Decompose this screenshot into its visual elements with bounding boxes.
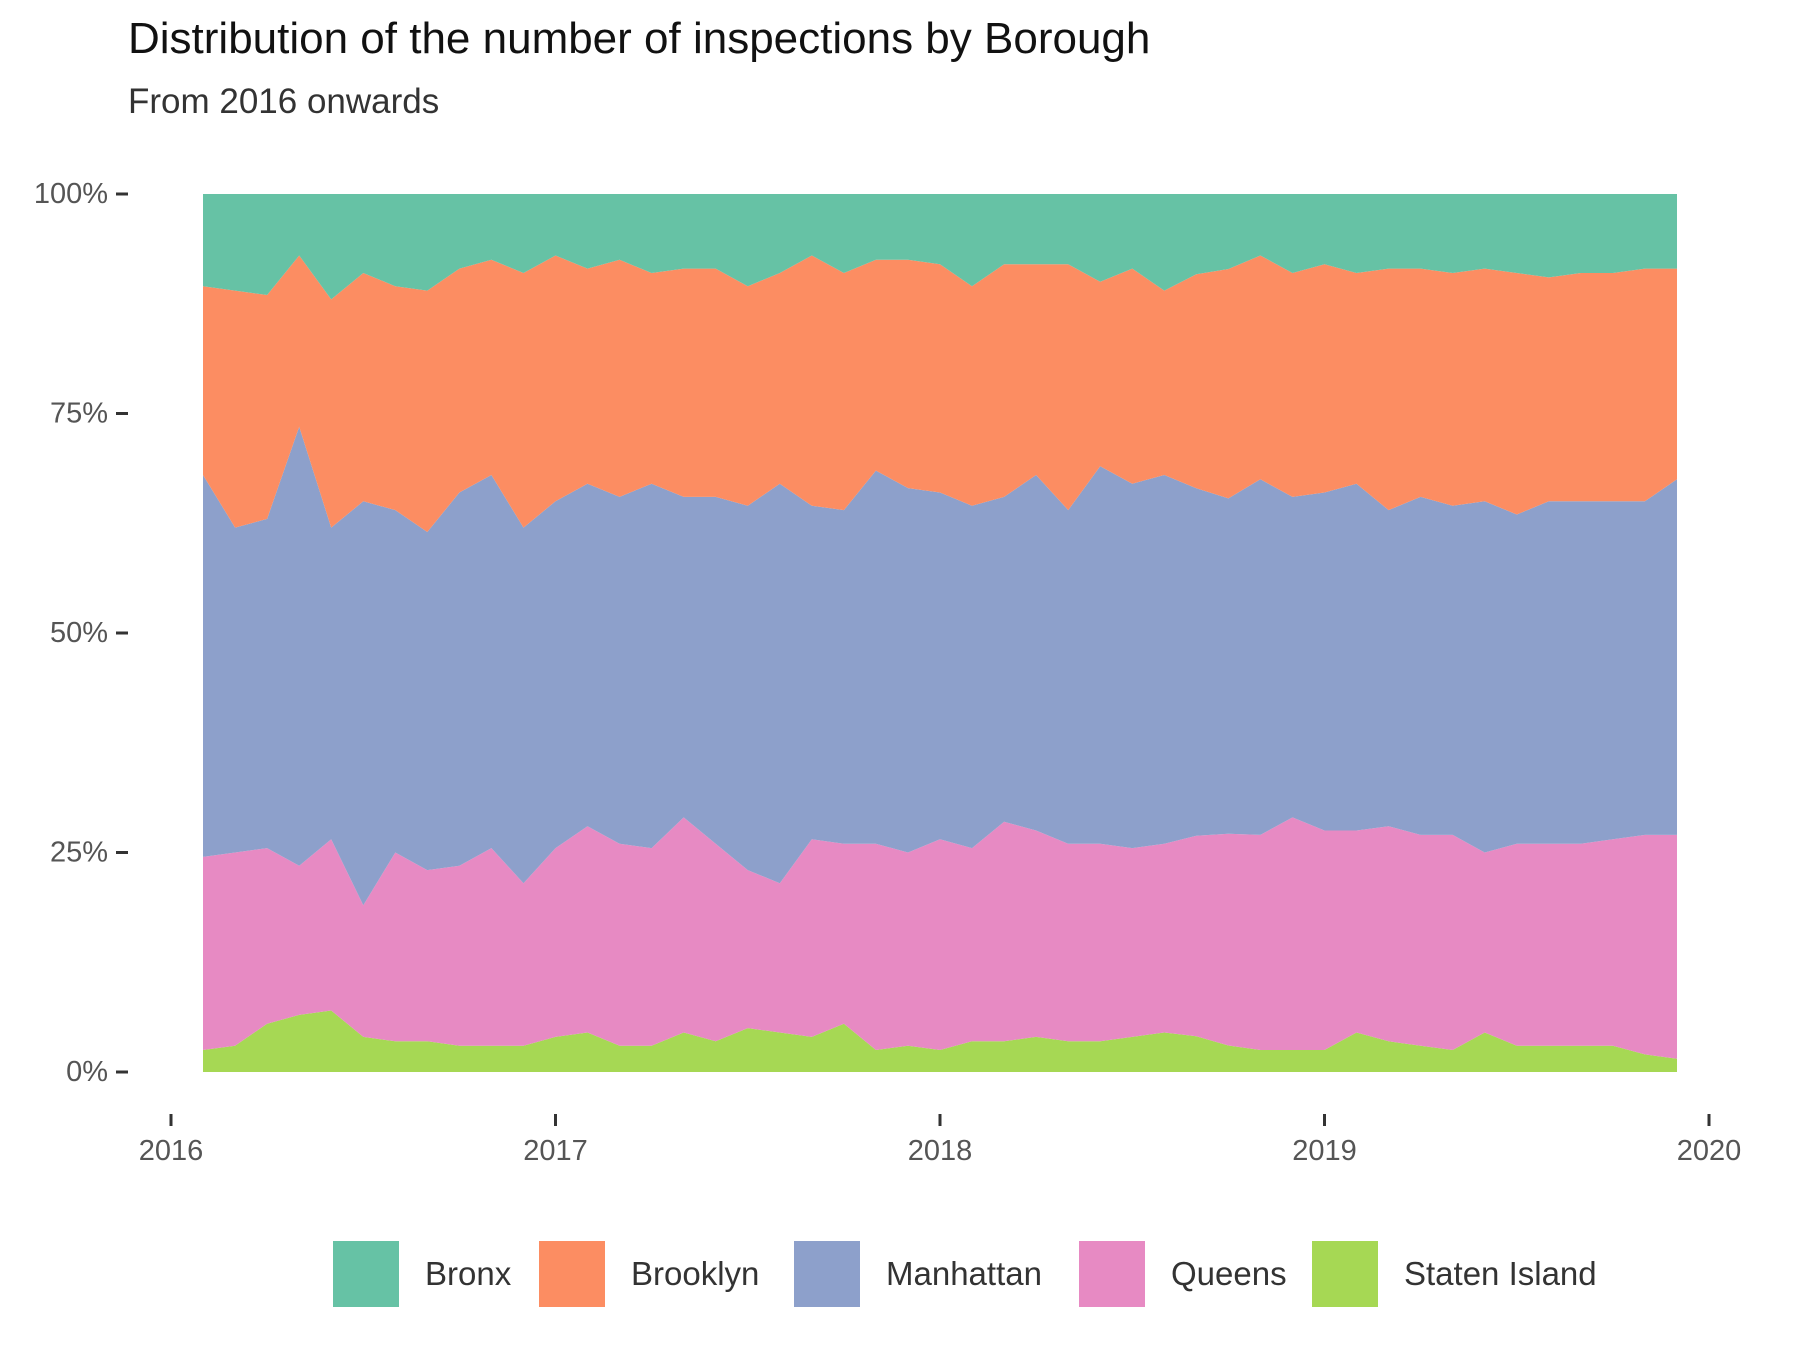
legend-label-brooklyn: Brooklyn — [631, 1255, 760, 1292]
x-tick-label: 2017 — [523, 1135, 588, 1167]
legend: Bronx Brooklyn Manhattan Queens Staten I… — [0, 1240, 1800, 1310]
area-brooklyn — [203, 255, 1677, 532]
area-queens — [203, 817, 1677, 1059]
y-tick-label: 50% — [50, 617, 108, 649]
x-tick-label: 2018 — [908, 1135, 973, 1167]
x-axis: 2016 2017 2018 2019 2020 — [139, 1114, 1742, 1167]
y-tick-label: 75% — [50, 398, 108, 430]
legend-key-brooklyn — [539, 1241, 605, 1307]
legend-item-bronx: Bronx — [333, 1240, 511, 1308]
legend-key-bronx — [333, 1241, 399, 1307]
legend-item-staten-island: Staten Island — [1312, 1240, 1597, 1308]
legend-item-manhattan: Manhattan — [794, 1240, 1042, 1308]
area-layers — [203, 194, 1677, 1072]
x-tick-label: 2019 — [1292, 1135, 1357, 1167]
legend-item-brooklyn: Brooklyn — [539, 1240, 759, 1308]
area-manhattan — [203, 426, 1677, 906]
chart-subtitle: From 2016 onwards — [128, 82, 440, 121]
legend-label-bronx: Bronx — [425, 1255, 512, 1292]
legend-key-queens — [1079, 1241, 1145, 1307]
area-staten-island — [203, 1010, 1677, 1072]
y-tick-label: 0% — [66, 1056, 108, 1088]
y-axis: 0% 25% 50% 75% 100% — [34, 178, 128, 1088]
chart-title: Distribution of the number of inspection… — [128, 14, 1151, 63]
legend-key-manhattan — [794, 1241, 860, 1307]
y-tick-label: 100% — [34, 178, 108, 210]
x-tick-label: 2016 — [139, 1135, 204, 1167]
legend-label-queens: Queens — [1171, 1255, 1287, 1292]
legend-key-staten-island — [1312, 1241, 1378, 1307]
area-bronx — [203, 194, 1677, 300]
x-tick-label: 2020 — [1677, 1135, 1742, 1167]
legend-label-staten-island: Staten Island — [1404, 1255, 1597, 1292]
legend-item-queens: Queens — [1079, 1240, 1287, 1308]
y-tick-label: 25% — [50, 837, 108, 869]
legend-label-manhattan: Manhattan — [886, 1255, 1042, 1292]
